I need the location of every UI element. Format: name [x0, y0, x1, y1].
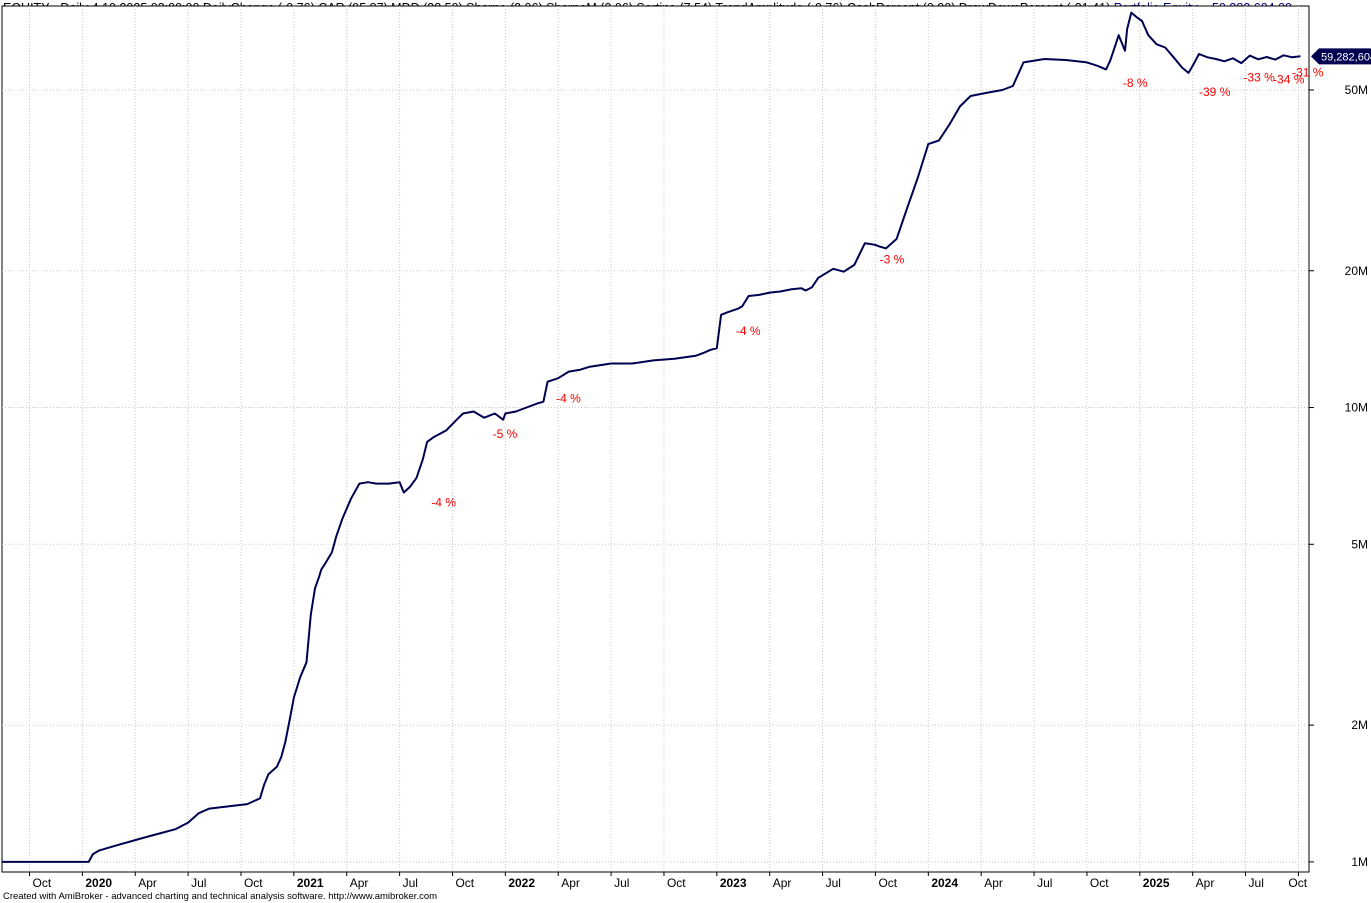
y-tick-label: 5M — [1351, 537, 1368, 551]
drawdown-annotation: -34 % — [1273, 72, 1305, 86]
x-month-label: Oct — [667, 876, 686, 890]
y-tick-label: 1M — [1351, 855, 1368, 869]
drawdown-annotation: -4 % — [736, 324, 761, 338]
y-tick-label: 10M — [1345, 401, 1368, 415]
x-month-label: Oct — [32, 876, 51, 890]
footer-credit: Created with AmiBroker - advanced charti… — [3, 891, 438, 902]
drawdown-annotation: -33 % — [1243, 71, 1275, 85]
x-year-label: 2022 — [508, 876, 535, 890]
x-year-label: 2025 — [1143, 876, 1170, 890]
x-month-label: Apr — [773, 876, 792, 890]
drawdown-annotation: -4 % — [556, 392, 581, 406]
drawdown-annotation: -8 % — [1123, 76, 1148, 90]
x-month-label: Jul — [826, 876, 841, 890]
drawdown-annotation: -31 % — [1292, 65, 1324, 79]
equity-line — [2, 11, 1301, 863]
x-month-label: Apr — [350, 876, 369, 890]
plot-frame — [1, 5, 1310, 873]
x-month-label: Apr — [138, 876, 157, 890]
x-month-label: Jul — [614, 876, 629, 890]
y-tick-label: 20M — [1345, 264, 1368, 278]
x-month-label: Oct — [1288, 876, 1307, 890]
x-month-label: Jul — [1249, 876, 1264, 890]
x-month-label: Jul — [191, 876, 206, 890]
drawdown-annotation: -39 % — [1199, 85, 1231, 99]
drawdown-annotation: -5 % — [493, 427, 518, 441]
x-month-label: Oct — [878, 876, 897, 890]
x-month-label: Apr — [561, 876, 580, 890]
x-month-label: Oct — [244, 876, 263, 890]
x-month-label: Jul — [1037, 876, 1052, 890]
x-month-label: Oct — [455, 876, 474, 890]
x-month-label: Apr — [1196, 876, 1215, 890]
x-year-label: 2024 — [931, 876, 958, 890]
x-year-label: 2020 — [85, 876, 112, 890]
x-month-label: Apr — [984, 876, 1003, 890]
y-tick-label: 2M — [1351, 718, 1368, 732]
last-value-label: 59,282,604 — [1321, 51, 1371, 63]
drawdown-annotation: -4 % — [431, 496, 456, 510]
x-month-label: Jul — [403, 876, 418, 890]
last-value-badge — [1311, 48, 1371, 65]
x-year-label: 2023 — [720, 876, 747, 890]
x-month-label: Oct — [1090, 876, 1109, 890]
x-year-label: 2021 — [297, 876, 324, 890]
drawdown-annotation: -3 % — [880, 252, 905, 266]
y-tick-label: 50M — [1345, 83, 1368, 97]
